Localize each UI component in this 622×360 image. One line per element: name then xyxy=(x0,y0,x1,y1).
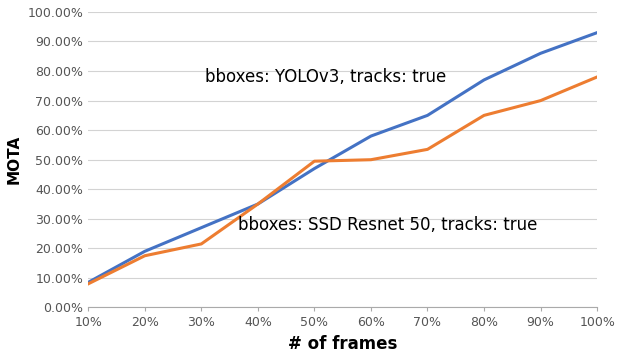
Y-axis label: MOTA: MOTA xyxy=(7,135,22,184)
Text: bboxes: YOLOv3, tracks: true: bboxes: YOLOv3, tracks: true xyxy=(205,68,447,86)
Text: bboxes: SSD Resnet 50, tracks: true: bboxes: SSD Resnet 50, tracks: true xyxy=(238,216,537,234)
X-axis label: # of frames: # of frames xyxy=(288,335,397,353)
